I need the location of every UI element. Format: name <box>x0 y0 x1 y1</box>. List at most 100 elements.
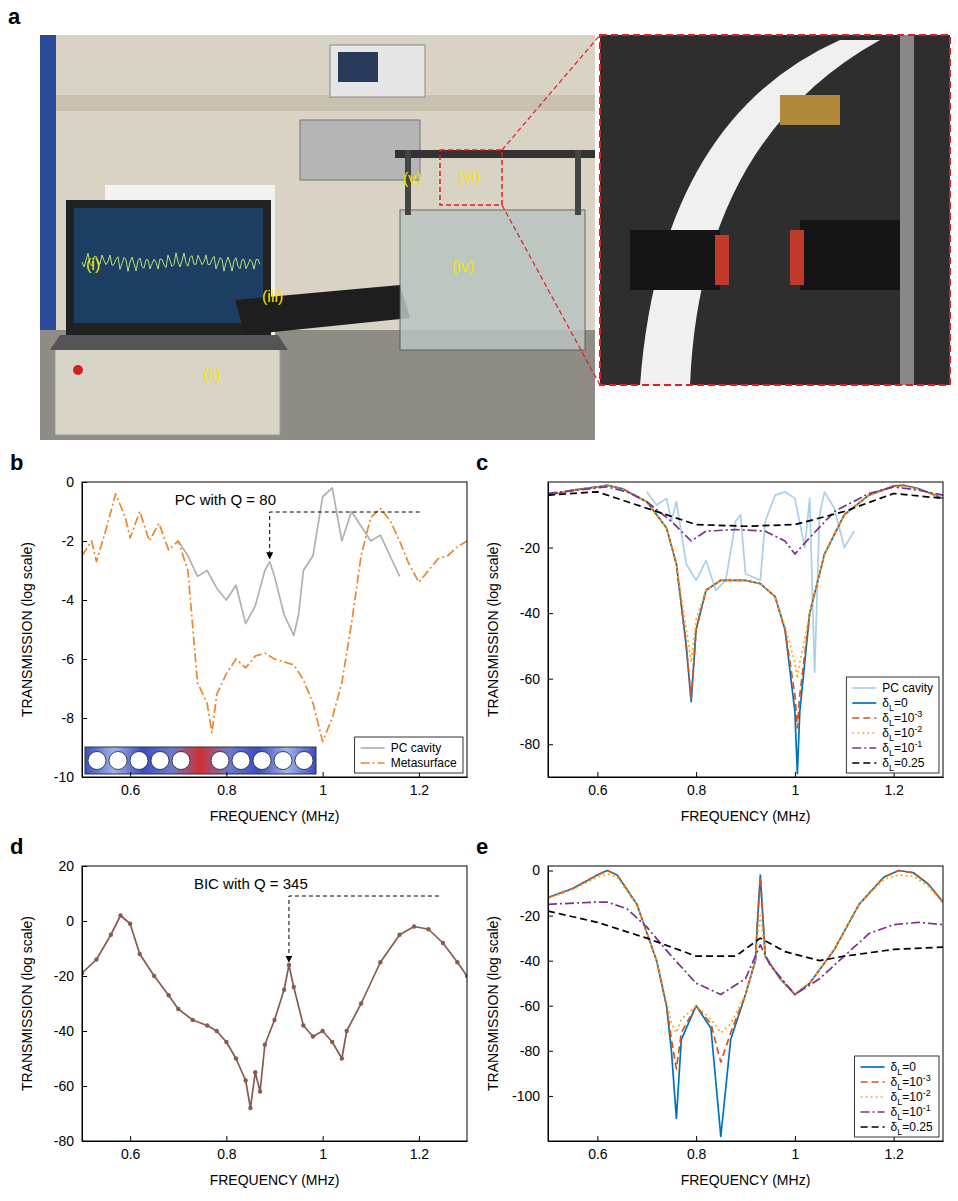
legend-sample <box>852 687 876 689</box>
x-tick-label: 0.8 <box>217 782 237 798</box>
x-tick-label: 1.2 <box>410 782 430 798</box>
field-cylinder <box>211 752 229 770</box>
legend-sample <box>852 732 876 734</box>
field-cylinder <box>151 752 169 770</box>
photo-inset-arc <box>640 40 880 385</box>
x-tick: 0.6 <box>121 1136 141 1162</box>
photo-inset-ring-left <box>715 235 729 285</box>
photo-label: (i) <box>86 256 100 273</box>
series-line <box>548 486 943 679</box>
series-point <box>118 913 122 917</box>
y-tick: -10 <box>54 769 87 785</box>
legend-sample <box>861 1096 885 1098</box>
x-tick-mark <box>696 1136 697 1141</box>
series-line <box>82 916 467 1109</box>
y-tick: -8 <box>62 710 87 726</box>
y-tick-mark <box>548 744 553 745</box>
y-tick-mark <box>548 679 553 680</box>
x-tick-mark <box>795 1136 796 1141</box>
series-point <box>253 1070 257 1074</box>
y-tick-mark <box>82 921 87 922</box>
photo-frame <box>395 150 595 158</box>
x-axis-title: FREQUENCY (MHz) <box>210 808 340 824</box>
field-cylinder <box>172 752 190 770</box>
x-tick-mark <box>226 1136 227 1141</box>
legend-sample <box>852 762 876 764</box>
series-point <box>287 963 291 967</box>
y-tick: -40 <box>54 1023 87 1039</box>
y-tick-mark <box>548 613 553 614</box>
photo-label: (v) <box>403 170 422 187</box>
series-point <box>243 1078 247 1082</box>
series-point <box>263 1043 267 1047</box>
y-tick-mark <box>82 482 87 483</box>
series-point <box>412 924 416 928</box>
photo-inset-rod <box>900 35 914 385</box>
series-point <box>282 988 286 992</box>
y-tick-label: -20 <box>54 968 74 984</box>
y-axis-line <box>82 483 83 778</box>
series-point <box>330 1040 334 1044</box>
field-cylinder <box>109 752 127 770</box>
y-tick: -80 <box>520 736 553 752</box>
series-line <box>548 911 943 961</box>
legend-box <box>846 677 939 773</box>
field-inset <box>85 747 316 774</box>
legend-sample <box>852 747 876 749</box>
x-tick-mark <box>597 772 598 777</box>
series-point <box>320 1029 324 1033</box>
y-tick: 0 <box>66 913 87 929</box>
y-axis-title: TRANSMISSION (log scale) <box>485 542 501 717</box>
series-point <box>311 1034 315 1038</box>
series-point <box>340 1056 344 1060</box>
series-point <box>190 1018 194 1022</box>
x-tick-label: 1.2 <box>884 782 904 798</box>
y-tick: -60 <box>54 1078 87 1094</box>
x-tick: 1.2 <box>884 1136 904 1162</box>
legend: PC cavityMetasurface <box>355 737 463 773</box>
legend-label: δL=0.25 <box>882 756 924 773</box>
panel-letter: b <box>10 450 23 475</box>
x-tick-label: 1.2 <box>410 1146 430 1162</box>
y-tick-label: -60 <box>54 1078 74 1094</box>
series-point <box>344 1029 348 1033</box>
photo-label: (ii) <box>203 366 221 383</box>
series-point <box>397 933 401 937</box>
x-tick: 0.6 <box>121 772 141 798</box>
y-tick: -20 <box>520 908 553 924</box>
x-axis: 0.60.811.2 <box>549 772 944 798</box>
field-cylinder <box>295 752 313 770</box>
photo-label: (iv) <box>452 258 474 275</box>
annotation-leader <box>289 896 439 962</box>
y-axis: 200-20-40-60-80 <box>54 858 87 1149</box>
y-tick-label: -6 <box>62 651 75 667</box>
series-line <box>178 488 399 636</box>
photo-zoom-link <box>502 35 600 385</box>
y-tick-label: 0 <box>532 862 540 878</box>
x-tick: 1.2 <box>410 772 430 798</box>
photo-tank <box>400 210 585 350</box>
x-axis-title: FREQUENCY (MHz) <box>210 1172 340 1188</box>
y-tick: -2 <box>62 533 87 549</box>
y-axis-line <box>82 867 83 1142</box>
series-point <box>234 1056 238 1060</box>
x-tick-mark <box>323 772 324 777</box>
y-tick-mark <box>82 659 87 660</box>
x-tick: 0.6 <box>588 1136 608 1162</box>
series-point <box>166 993 170 997</box>
x-axis-line <box>83 1141 468 1142</box>
y-axis: 0-20-40-60-80-100 <box>512 862 553 1141</box>
y-tick: 0 <box>66 474 87 490</box>
y-axis-title: TRANSMISSION (log scale) <box>19 542 35 717</box>
x-tick: 1 <box>791 772 799 798</box>
y-tick-mark <box>548 961 553 962</box>
series-point <box>248 1106 252 1110</box>
photo-inset <box>600 35 950 385</box>
legend-sample <box>852 702 876 704</box>
y-axis-title: TRANSMISSION (log scale) <box>19 916 35 1091</box>
legend-label: δL=0.25 <box>891 1120 933 1137</box>
y-tick-label: -8 <box>62 710 75 726</box>
y-tick-label: -60 <box>520 998 540 1014</box>
annotation: BIC with Q = 345 <box>194 875 308 892</box>
plot-area <box>82 913 467 1110</box>
